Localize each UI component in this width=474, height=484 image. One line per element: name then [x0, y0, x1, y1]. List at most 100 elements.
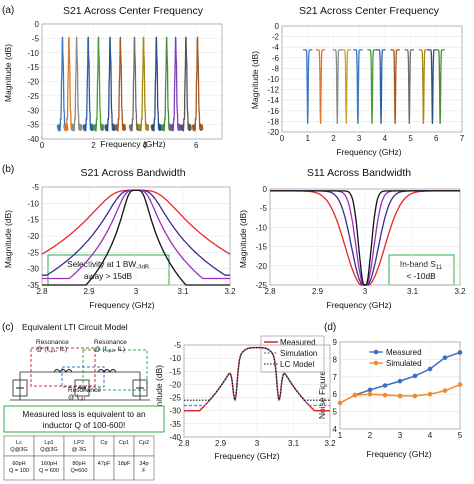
x-tick-label: 2 [368, 431, 373, 440]
y-tick-label: -16 [267, 107, 279, 116]
y-tick-label: -40 [169, 433, 181, 442]
table-value-text: 18pF [118, 461, 131, 467]
y-tick-label: 6 [333, 390, 338, 399]
series-line [128, 36, 141, 132]
legend-simulation: Simulation [280, 349, 317, 358]
axes-a-left: 0-5-10-15-20-25-30-35-400 2 4 6 [27, 20, 223, 150]
series-line [376, 49, 386, 125]
series-line [56, 36, 69, 132]
x-tick-label: 0 [40, 141, 45, 150]
data-point [352, 392, 358, 398]
y-tick-label: -25 [27, 92, 39, 101]
x-tick-label: 3 [255, 439, 260, 448]
xlabel-c-mid: Frequency (GHz) [214, 451, 279, 461]
panel-label-c: (c) [2, 322, 14, 333]
x-tick-label: 5 [458, 431, 463, 440]
circuit-title: Equivalent LTI Circuit Model [22, 322, 128, 332]
series-line [404, 49, 414, 125]
x-tick-label: 3 [363, 287, 368, 296]
y-tick-label: 0 [275, 22, 280, 31]
series-line [114, 36, 127, 132]
table-cell [113, 435, 135, 457]
chart-title-b-right: S11 Across Bandwidth [307, 167, 411, 179]
x-tick-label: 3 [134, 287, 139, 296]
table-header-text: Cp2 [139, 440, 149, 446]
series-line [303, 49, 313, 125]
y-tick-label: -20 [255, 262, 267, 271]
y-tick-label: -2 [272, 33, 280, 42]
xlabel-a-right: Frequency (GHz) [336, 147, 401, 157]
legend-lc-model: LC Model [280, 360, 314, 369]
resonance-label-2: Resonance @ (fLp2, IL) [94, 339, 127, 353]
series-line [70, 36, 83, 132]
y-tick-label: -5 [260, 204, 268, 213]
table-cell [63, 455, 95, 481]
y-tick-label: -20 [267, 128, 279, 137]
xlabel-b-left: Frequency (GHz) [89, 300, 154, 310]
table-header-text: Q@3G [10, 447, 28, 453]
series-line [332, 49, 342, 125]
legend-measured-d: Measured [386, 348, 422, 357]
x-tick-label: 2.9 [312, 287, 324, 296]
ylabel-a-right: Magnitude (dB) [250, 51, 260, 109]
data-point [382, 383, 388, 388]
ylabel-b-right: Magnitude (dB) [238, 210, 248, 268]
chart-title-b-left: S21 Across Bandwidth [80, 167, 185, 179]
table-value-text: 34p [139, 461, 148, 467]
plot-frame [183, 344, 331, 438]
table-cell [33, 435, 65, 457]
y-tick-label: 4 [333, 425, 338, 434]
table-cell [3, 455, 35, 481]
table-header-text: Q@3G [40, 447, 58, 453]
x-tick-label: 3.1 [288, 439, 300, 448]
y-tick-label: -10 [255, 223, 267, 232]
axes-a-right: 0-2-4-6-8-10-12-14-16-18-200 1 2 3 4 5 6 7 [267, 22, 464, 143]
y-tick-label: -20 [27, 78, 39, 87]
x-tick-label: 2.9 [83, 287, 95, 296]
y-tick-label: -20 [169, 380, 181, 389]
legend-measured: Measured [280, 338, 316, 347]
table-cell [93, 435, 115, 457]
series-line [353, 49, 363, 125]
y-tick-label: -35 [27, 281, 39, 290]
data-point [442, 388, 448, 394]
series-line [150, 36, 163, 132]
y-tick-label: -15 [27, 216, 39, 225]
y-tick-label: -35 [169, 420, 181, 429]
x-tick-label: 4 [383, 134, 388, 143]
series-line [82, 36, 95, 132]
x-tick-label: 6 [194, 141, 199, 150]
plot-frame [41, 23, 223, 140]
plot-frame [41, 186, 231, 286]
y-tick-label: -10 [27, 49, 39, 58]
y-tick-label: -5 [32, 183, 40, 192]
ylabel-d: Noise Figure [317, 371, 327, 419]
series-line [427, 49, 438, 125]
table-header-text: LP2 [74, 440, 84, 446]
x-tick-label: 3.2 [324, 439, 336, 448]
chart-title-a-right: S21 Across Center Frequency [299, 5, 440, 17]
in-band-annotation-line2: < -10dB [406, 271, 436, 281]
ylabel-c-mid: Magnitude (dB) [154, 365, 164, 423]
y-tick-label: -5 [174, 341, 182, 350]
data-point [427, 391, 433, 397]
loss-note-line1: Measured loss is equivalent to an [22, 409, 146, 419]
table-cell [113, 455, 135, 481]
x-tick-label: 4 [143, 141, 148, 150]
ylabel-a-left: Magnitude (dB) [3, 44, 13, 102]
axes-b-right: 0 -5 -10 -15 -20 -252.8 2.9 3 3.1 3.2 [255, 185, 466, 296]
series-line [367, 49, 377, 125]
table-value-text: F [142, 468, 146, 474]
axes-c-mid: -5 -10 -15 -20 -25 -30 -35 -402.8 2.9 3 3.1 3.2 [169, 341, 336, 448]
series-line [137, 36, 150, 132]
chart-title-a-left: S21 Across Center Frequency [63, 5, 204, 17]
table-cell [93, 455, 115, 481]
x-tick-label: 3 [357, 134, 362, 143]
axes-d: 4 5 6 7 8 9 1 2 3 4 5 [333, 338, 463, 440]
data-point [367, 387, 373, 393]
y-tick-label: -25 [255, 281, 267, 290]
data-point [457, 382, 463, 387]
series-line [104, 36, 116, 132]
y-tick-label: -4 [272, 43, 280, 52]
x-tick-label: 4 [428, 431, 433, 440]
